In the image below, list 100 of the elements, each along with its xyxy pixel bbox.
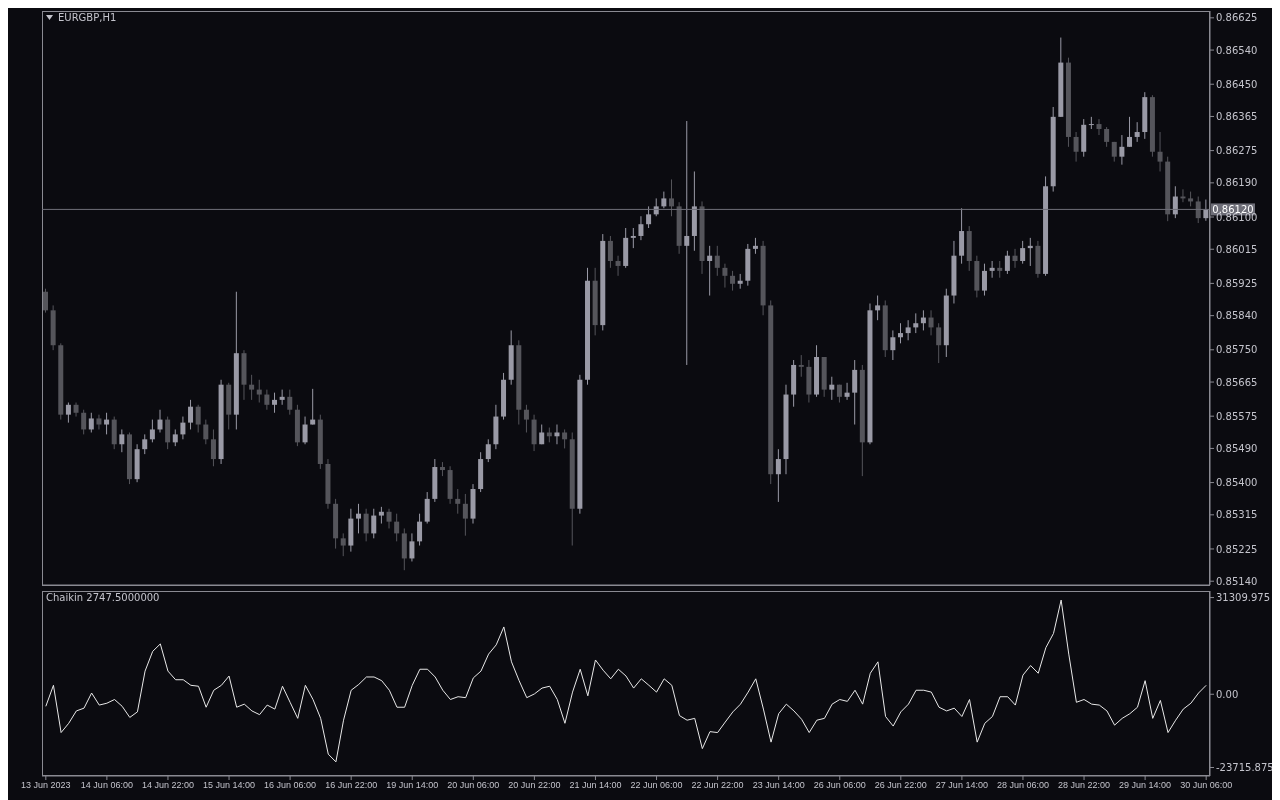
candlestick bbox=[722, 263, 728, 289]
y-tick-label: 0.86625 bbox=[1216, 12, 1258, 24]
candlestick bbox=[81, 409, 87, 435]
candlestick bbox=[707, 245, 713, 297]
candlestick bbox=[875, 295, 881, 321]
x-tick-label: 28 Jun 06:00 bbox=[996, 780, 1049, 791]
candlestick bbox=[180, 416, 186, 440]
candlestick bbox=[249, 374, 255, 401]
x-tick-label: 30 Jun 06:00 bbox=[1180, 780, 1233, 791]
x-tick-label: 27 Jun 14:00 bbox=[935, 780, 988, 791]
candlestick bbox=[668, 178, 674, 217]
y-tick-label: 31309.975 bbox=[1216, 592, 1271, 604]
candlestick bbox=[1088, 116, 1094, 130]
candlestick bbox=[852, 359, 858, 426]
candlestick bbox=[203, 419, 209, 445]
candlestick bbox=[928, 309, 934, 336]
x-tick-label: 20 Jun 06:00 bbox=[447, 780, 500, 791]
candlestick bbox=[684, 120, 690, 366]
candlestick bbox=[1119, 134, 1125, 166]
candlestick bbox=[630, 227, 636, 249]
candlestick bbox=[1096, 118, 1102, 136]
candlestick bbox=[775, 448, 781, 503]
candlestick bbox=[661, 191, 667, 209]
y-tick-label: 0.86540 bbox=[1216, 44, 1258, 56]
y-tick-label: 0.00 bbox=[1216, 688, 1239, 700]
candlestick bbox=[714, 245, 720, 277]
candlestick bbox=[310, 388, 316, 426]
x-tick-label: 15 Jun 14:00 bbox=[203, 780, 256, 791]
candlestick bbox=[210, 428, 216, 467]
x-tick-label: 14 Jun 06:00 bbox=[80, 780, 133, 791]
candlestick bbox=[1012, 248, 1018, 269]
candlestick bbox=[455, 488, 461, 515]
y-tick-label: 0.85400 bbox=[1216, 477, 1258, 489]
candlestick bbox=[1027, 237, 1033, 267]
candlestick bbox=[165, 416, 171, 450]
candlestick bbox=[890, 329, 896, 361]
candlestick bbox=[1104, 126, 1110, 148]
candlestick bbox=[730, 270, 736, 292]
y-tick-label: 0.85575 bbox=[1216, 410, 1258, 422]
candlestick bbox=[340, 532, 346, 557]
candlestick bbox=[256, 379, 262, 404]
y-tick-label: 0.85490 bbox=[1216, 442, 1258, 454]
candlestick bbox=[1195, 196, 1201, 224]
x-tick-label: 22 Jun 06:00 bbox=[630, 780, 683, 791]
candlestick bbox=[264, 389, 270, 411]
candlestick bbox=[554, 424, 560, 445]
candlestick bbox=[188, 399, 194, 430]
candlestick bbox=[1134, 121, 1140, 143]
chart-title: EURGBP,H1 bbox=[58, 12, 117, 23]
x-tick-label: 14 Jun 22:00 bbox=[141, 780, 194, 791]
candlestick bbox=[462, 493, 468, 537]
candlestick bbox=[562, 428, 568, 449]
candlestick bbox=[417, 513, 423, 547]
x-tick-label: 26 Jun 22:00 bbox=[874, 780, 927, 791]
candlestick bbox=[913, 312, 919, 334]
candlestick bbox=[88, 412, 94, 433]
y-tick-label: 0.85750 bbox=[1216, 344, 1258, 356]
candlestick bbox=[96, 414, 102, 430]
candlestick bbox=[157, 409, 163, 433]
candlestick bbox=[981, 263, 987, 297]
candlestick bbox=[1157, 131, 1163, 172]
candlestick bbox=[989, 260, 995, 279]
y-tick-label: 0.86275 bbox=[1216, 145, 1258, 157]
candlestick bbox=[898, 322, 904, 344]
candlestick bbox=[386, 508, 392, 529]
candlestick bbox=[302, 416, 308, 445]
line-series bbox=[45, 599, 1207, 763]
candlestick bbox=[905, 319, 911, 341]
candlestick bbox=[355, 503, 361, 534]
x-tick-label: 16 Jun 22:00 bbox=[325, 780, 378, 791]
candlestick bbox=[363, 508, 369, 542]
candlestick bbox=[409, 532, 415, 562]
candlestick bbox=[394, 513, 400, 542]
x-tick-label: 19 Jun 14:00 bbox=[386, 780, 439, 791]
candlestick bbox=[798, 354, 804, 378]
candlestick bbox=[615, 255, 621, 277]
y-tick-label: 0.85925 bbox=[1216, 277, 1258, 289]
y-tick-label: 0.85840 bbox=[1216, 310, 1258, 322]
candlestick bbox=[646, 205, 652, 229]
candlestick bbox=[43, 288, 48, 314]
candlestick bbox=[272, 392, 278, 414]
candlestick bbox=[287, 389, 293, 416]
x-tick-label: 28 Jun 22:00 bbox=[1058, 780, 1111, 791]
candlestick bbox=[424, 491, 430, 525]
candlestick bbox=[142, 433, 148, 455]
x-tick-label: 26 Jun 06:00 bbox=[813, 780, 866, 791]
candlestick bbox=[195, 404, 201, 433]
candlestick bbox=[65, 402, 71, 424]
y-tick-label: 0.86015 bbox=[1216, 243, 1258, 255]
x-tick-label: 13 Jun 2023 bbox=[21, 780, 71, 791]
candlestick bbox=[1020, 240, 1026, 265]
y-tick-label: 0.86190 bbox=[1216, 177, 1258, 189]
chart-title: Chaikin 2747.5000000 bbox=[46, 592, 160, 603]
candlestick bbox=[607, 235, 613, 269]
candlestick bbox=[1172, 185, 1178, 219]
y-tick-label: 0.86365 bbox=[1216, 111, 1258, 123]
y-tick-label: 0.85315 bbox=[1216, 509, 1258, 521]
candlestick bbox=[119, 428, 125, 453]
y-tick-label: 0.85225 bbox=[1216, 543, 1258, 555]
y-tick-label: 0.85140 bbox=[1216, 575, 1258, 587]
